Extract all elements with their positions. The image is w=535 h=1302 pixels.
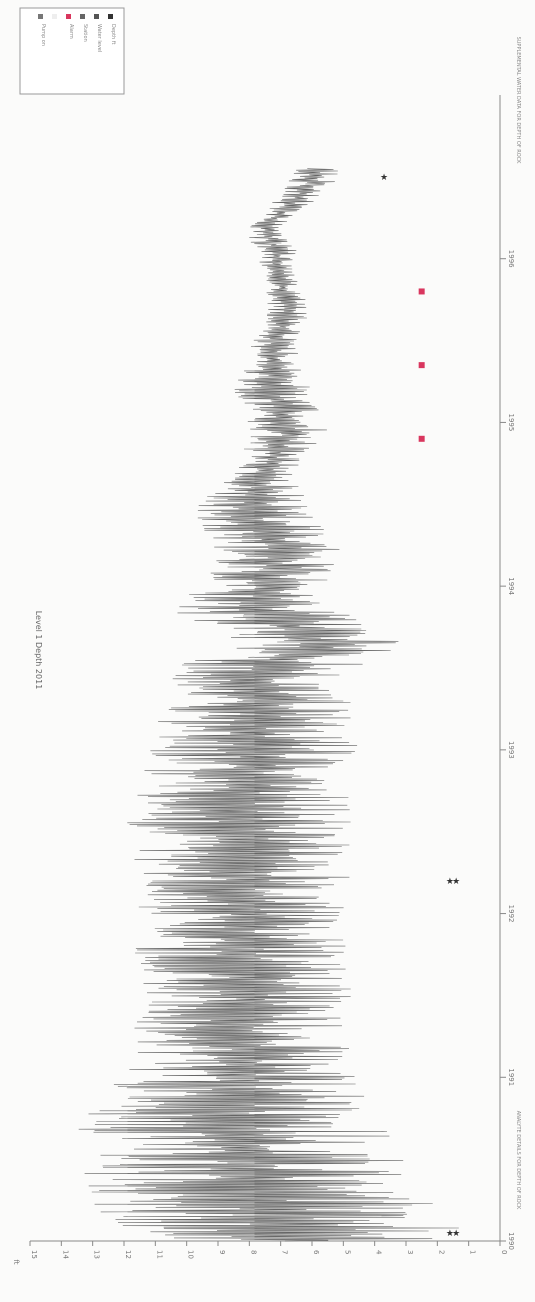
marker-star: ★	[452, 1229, 460, 1239]
time-tick-label: 1991	[507, 1068, 515, 1086]
time-tick-label: 1995	[507, 414, 515, 432]
legend-label: Depth ft	[110, 24, 116, 44]
marker-star: ★	[452, 877, 460, 887]
series-line	[78, 168, 459, 1242]
time-tick-label: 1994	[507, 577, 515, 595]
value-tick-label: 10	[187, 1250, 195, 1259]
value-tick-label: 12	[124, 1250, 132, 1259]
caption-top: SUPPLEMENTAL WATER DATA FOR DEPTH OF ROC…	[515, 37, 521, 165]
caption-bottom: ANALYTE DETAILS FOR DEPTH OF ROCK	[515, 1111, 521, 1210]
value-tick-label: 8	[249, 1250, 257, 1254]
value-tick-label: 6	[312, 1250, 320, 1255]
value-tick-label: 15	[30, 1250, 38, 1259]
value-tick-label: 1	[469, 1250, 477, 1254]
legend-swatch	[108, 14, 113, 19]
value-tick-label: 9	[218, 1250, 226, 1254]
time-tick-label: 1992	[507, 905, 515, 923]
marker-star: ★	[446, 1229, 454, 1239]
time-tick-label: 1996	[507, 250, 515, 268]
value-tick-label: 4	[375, 1250, 383, 1255]
markers-group: ★★★★★	[380, 173, 460, 1239]
marker-square	[418, 288, 425, 295]
time-tick-label: 1993	[507, 741, 515, 759]
value-tick-label: 14	[61, 1250, 69, 1259]
value-tick-label: 0	[500, 1250, 508, 1254]
marker-star: ★	[380, 173, 388, 183]
chart-title: Level 1 Depth 2011	[34, 611, 43, 690]
value-tick-label: 13	[93, 1250, 101, 1259]
time-tick-label: 1990	[507, 1232, 515, 1250]
value-tick-label: 7	[281, 1250, 289, 1254]
legend-label: Station	[82, 24, 88, 42]
legend-swatch	[94, 14, 99, 19]
value-tick-label: 2	[437, 1250, 445, 1254]
value-tick-label: 3	[406, 1250, 414, 1254]
value-tick-label: 11	[155, 1250, 163, 1259]
legend-swatch	[38, 14, 43, 19]
legend-swatch	[52, 14, 57, 19]
legend-swatch	[80, 14, 85, 19]
series-group	[78, 168, 459, 1242]
legend-label: Alarm	[68, 24, 74, 39]
legend-swatch	[66, 14, 71, 19]
legend-label: Water level	[96, 24, 102, 52]
value-tick-label: 5	[343, 1250, 351, 1254]
marker-star: ★	[446, 877, 454, 887]
marker-square	[418, 435, 425, 442]
legend-label: Pump on	[40, 24, 46, 46]
marker-square	[418, 362, 425, 369]
time-axis-ticks: 1990 1991 1992 1993 1994 1995 1996	[500, 250, 515, 1250]
y-axis-label: ft	[12, 1259, 20, 1264]
legend: Depth ft Water level Station Alarm Pump on	[19, 7, 125, 95]
legend-box	[19, 7, 125, 95]
